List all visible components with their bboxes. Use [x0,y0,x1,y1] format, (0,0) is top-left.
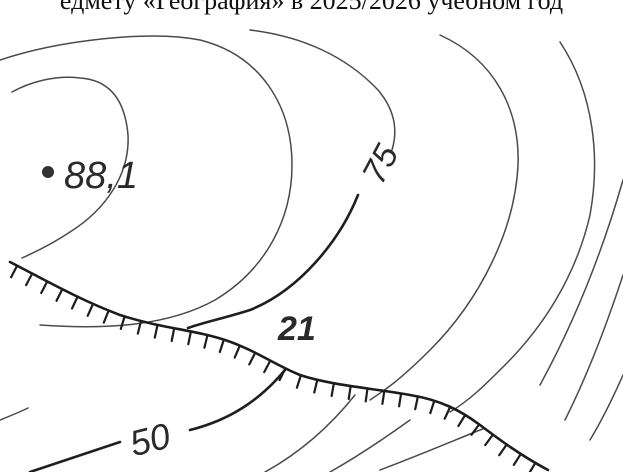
spot-height-label: 88,1 [64,155,138,197]
cliff-height-label: 21 [277,310,316,348]
contour-line-lower-2 [329,419,411,472]
cliff-hachure-tick [278,367,287,382]
cliff-hachure-tick [313,378,319,394]
cliff-hachure-tick [218,338,225,354]
contour-line-7 [564,274,623,421]
cliff-hachure-tick [381,389,386,405]
cliff-hachure-tick [170,327,176,343]
contour-line-lower-3 [0,407,29,421]
cliff-hachure-tick [484,433,494,447]
cliff-hachure-tick [187,330,192,346]
cliff-hachure-tick [40,280,49,295]
contour-line-3 [249,29,396,151]
contour-line-8 [589,374,623,441]
cliff-hachure-tick [470,423,481,436]
cliff-hachure-tick [347,384,352,400]
cliff-escarpment [8,260,550,472]
cliff-hachure-tick [203,334,209,349]
page-header-text: едмету «География» в 2025/2026 учебном г… [59,0,564,15]
cliff-hachure-tick [443,405,452,420]
cliff-hachure-tick [10,264,19,279]
cliff-hachure-tick [429,399,436,415]
contour-line-5 [449,41,596,413]
cliff-hachure-tick [70,295,79,310]
contour-line-inner [11,76,129,259]
cliff-hachures [10,264,537,472]
contour-line-6 [539,179,623,386]
cliff-hachure-tick [233,344,241,359]
cliff-hachure-tick [398,392,403,408]
cliff-hachure-tick [364,387,369,403]
contour-line-lower-1 [264,394,356,472]
contour-line-75 [186,193,360,330]
contour-line-9 [379,427,486,471]
contour-label-upper: 75 [355,139,406,190]
cliff-hachure-tick [263,359,272,374]
cliff-hachure-tick [55,288,64,302]
cliff-hachure-tick [136,319,143,335]
cliff-hachure-tick [102,309,110,324]
cliff-hachure-tick [457,413,467,428]
cliff-hachure-tick [25,272,34,287]
cliff-hachure-tick [512,452,522,466]
contour-line-50-right [188,368,287,432]
contour-line-50-left [28,440,122,472]
filled-dot-icon [42,166,54,178]
cliff-hachure-tick [414,395,419,411]
cliff-hachure-tick [498,443,508,457]
cliff-hachure-tick [248,351,257,366]
contour-line-4 [369,34,519,401]
contour-line-2 [0,35,293,328]
contour-label-lower: 50 [126,415,175,464]
cliff-hachure-tick [153,323,159,339]
cliff-hachure-tick [119,315,126,330]
cliff-hachure-tick [528,461,537,472]
cliff-hachure-tick [86,302,95,317]
cliff-hachure-tick [295,374,302,389]
cliff-hachure-tick [330,382,335,398]
